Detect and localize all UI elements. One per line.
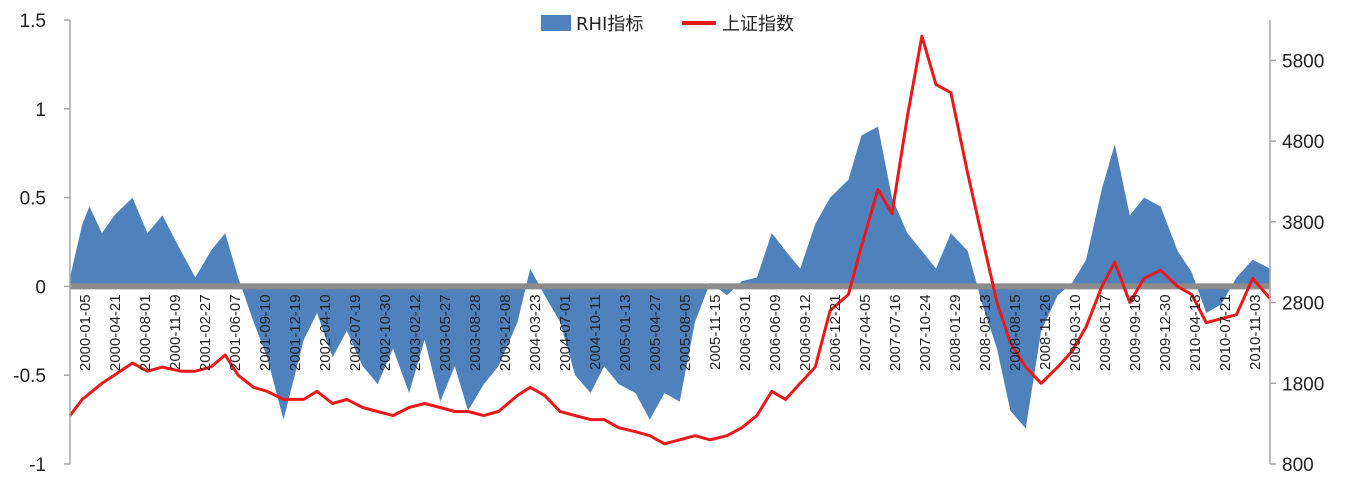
left-tick-label: 0 — [35, 277, 46, 298]
x-tick-label: 2002-10-30 — [377, 294, 394, 371]
x-tick-label: 2007-07-16 — [887, 294, 904, 371]
x-tick-label: 2007-10-24 — [917, 294, 934, 371]
x-tick-label: 2003-05-27 — [437, 294, 454, 371]
x-tick-label: 2000-01-05 — [77, 294, 94, 371]
x-tick-label: 2003-02-12 — [407, 294, 424, 371]
legend-label-index: 上证指数 — [722, 14, 794, 35]
x-tick-label: 2009-03-10 — [1067, 294, 1084, 371]
x-tick-label: 2004-03-23 — [527, 294, 544, 371]
x-tick-label: 2008-08-15 — [1007, 294, 1024, 371]
x-tick-label: 2008-05-13 — [977, 294, 994, 371]
x-tick-label: 2005-08-05 — [677, 294, 694, 371]
x-tick-label: 2003-12-08 — [497, 294, 514, 371]
left-tick-label: 1.5 — [20, 11, 46, 32]
x-tick-label: 2010-07-21 — [1217, 294, 1234, 371]
x-tick-label: 2004-07-01 — [557, 294, 574, 371]
x-tick-label: 2009-12-30 — [1157, 294, 1174, 371]
x-tick-label: 2005-11-15 — [707, 294, 724, 370]
x-tick-label: 2001-02-27 — [197, 294, 214, 371]
x-axis-ticks: 2000-01-05 2000-04-21 2000-08-01 2000-11-09… — [77, 294, 1264, 371]
x-tick-label: 2009-09-18 — [1127, 294, 1144, 371]
right-axis-ticks: 5800 4800 3800 2800 1800 800 — [1270, 51, 1324, 476]
rhi-area — [70, 126, 1270, 429]
x-tick-label: 2010-04-13 — [1187, 294, 1204, 371]
x-tick-label: 2000-04-21 — [107, 294, 124, 371]
rhi-area-group — [70, 126, 1270, 429]
x-tick-label: 2006-03-01 — [737, 294, 754, 371]
x-tick-label: 2004-10-11 — [587, 294, 604, 370]
legend-swatch-rhi — [541, 15, 571, 31]
axes-group — [69, 20, 1271, 464]
x-tick-label: 2005-04-27 — [647, 294, 664, 371]
right-tick-label: 3800 — [1282, 213, 1324, 234]
left-tick-label: -0.5 — [13, 366, 46, 387]
right-tick-label: 800 — [1282, 455, 1314, 476]
left-tick-label: 0.5 — [20, 189, 46, 210]
x-tick-label: 2001-06-07 — [227, 294, 244, 371]
index-line-group — [68, 34, 1272, 446]
x-tick-label: 2006-06-09 — [767, 294, 784, 371]
x-tick-label: 2001-12-19 — [287, 294, 304, 371]
x-tick-label: 2007-04-05 — [857, 294, 874, 371]
x-tick-label: 2003-08-28 — [467, 294, 484, 371]
x-tick-label: 2006-09-12 — [797, 294, 814, 371]
x-tick-label: 2002-04-10 — [317, 294, 334, 371]
x-tick-label: 2008-11-26 — [1037, 294, 1054, 370]
x-tick-label: 2009-06-17 — [1097, 294, 1114, 371]
right-tick-label: 4800 — [1282, 132, 1324, 153]
x-tick-label: 2002-07-19 — [347, 294, 364, 371]
left-axis-ticks: 1.5 1 0.5 0 -0.5 -1 — [13, 11, 70, 476]
right-tick-label: 2800 — [1282, 294, 1324, 315]
x-tick-label: 2000-08-01 — [137, 294, 154, 371]
x-tick-label: 2010-11-03 — [1247, 294, 1264, 370]
right-tick-label: 1800 — [1282, 374, 1324, 395]
left-tick-label: -1 — [29, 455, 46, 476]
x-tick-label: 2005-01-13 — [617, 294, 634, 371]
left-tick-label: 1 — [35, 100, 46, 121]
x-tick-label: 2006-12-21 — [827, 294, 844, 371]
right-tick-label: 5800 — [1282, 51, 1324, 72]
x-tick-label: 2000-11-09 — [167, 294, 184, 370]
legend-label-rhi: RHI指标 — [576, 14, 643, 35]
index-line — [68, 34, 1272, 446]
legend: RHI指标 上证指数 — [541, 14, 794, 35]
x-tick-label: 2008-01-29 — [947, 294, 964, 371]
x-tick-label: 2001-09-10 — [257, 294, 274, 371]
